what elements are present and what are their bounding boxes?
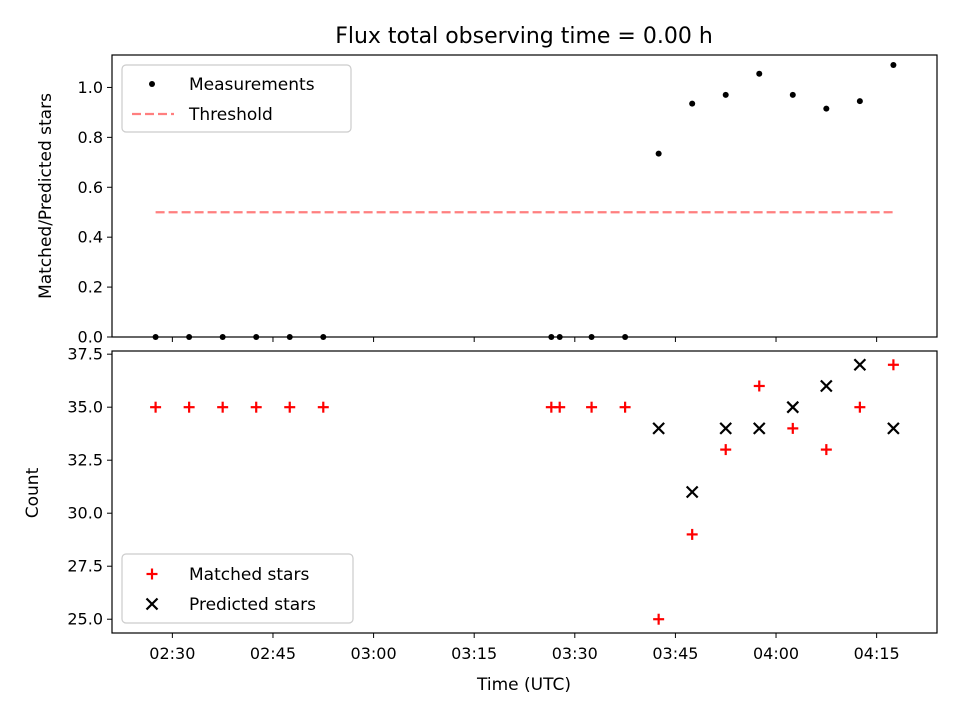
top-ytick-label: 1.0	[78, 78, 103, 97]
matched-star-point	[217, 401, 229, 413]
predicted-star-point	[752, 422, 766, 435]
legend-matched-marker	[146, 568, 158, 580]
matched-star-point	[720, 444, 732, 456]
measurement-point	[823, 105, 830, 112]
legend-measurements-marker	[149, 81, 155, 87]
measurement-point	[789, 91, 796, 98]
measurement-point	[856, 98, 863, 105]
predicted-star-point	[887, 422, 900, 435]
legend-matched-label: Matched stars	[189, 565, 309, 585]
matched-star-point	[787, 422, 799, 434]
predicted-star-point	[652, 422, 665, 435]
predicted-star-point	[685, 485, 699, 499]
bottom-xtick-label: 02:45	[250, 644, 296, 663]
matched-star-point	[183, 401, 195, 413]
measurement-point	[722, 91, 729, 98]
matched-star-point	[686, 528, 698, 540]
predicted-star-point	[853, 358, 867, 372]
matched-star-point	[653, 613, 665, 625]
bottom-xtick-label: 03:15	[451, 644, 497, 663]
measurement-point	[689, 100, 696, 107]
measurement-point	[655, 150, 662, 157]
chart-title: Flux total observing time = 0.00 h	[335, 24, 713, 49]
top-subplot: 0.0 0.2 0.4 0.6 0.8 1.0 Measurements Threshold	[78, 54, 938, 347]
top-ytick-label: 0.2	[78, 278, 103, 297]
top-legend-box	[121, 64, 352, 133]
bottom-xtick-label: 04:00	[753, 644, 799, 663]
top-ylabel: Matched/Predicted stars	[36, 93, 56, 299]
matched-star-point	[887, 359, 899, 371]
matched-star-point	[150, 401, 162, 413]
x-axis-label: Time (UTC)	[476, 675, 571, 695]
matched-star-point	[250, 401, 262, 413]
matched-star-point	[586, 401, 598, 413]
predicted-star-point	[786, 400, 800, 414]
legend-predicted-label: Predicted stars	[189, 595, 316, 615]
bottom-ytick-label: 30.0	[67, 504, 103, 523]
predicted-star-point	[719, 422, 732, 435]
bottom-ytick-label: 37.5	[67, 345, 103, 364]
bottom-xtick-label: 02:30	[149, 644, 195, 663]
top-axes-frame	[111, 54, 938, 338]
matched-star-point	[317, 401, 329, 413]
matched-star-point	[619, 401, 631, 413]
matched-star-point	[820, 444, 832, 456]
matched-star-point	[554, 401, 566, 413]
legend-measurements-label: Measurements	[189, 75, 315, 95]
top-ytick-label: 0.0	[78, 328, 103, 347]
bottom-ylabel: Count	[23, 467, 43, 518]
matched-star-point	[753, 380, 765, 392]
bottom-ytick-label: 27.5	[67, 557, 103, 576]
bottom-xtick-label: 03:00	[351, 644, 397, 663]
bottom-xtick-label: 03:30	[552, 644, 598, 663]
bottom-xtick-label: 03:45	[652, 644, 698, 663]
top-ytick-label: 0.4	[78, 228, 103, 247]
top-ytick-label: 0.6	[78, 178, 103, 197]
measurement-point	[890, 61, 897, 68]
bottom-subplot: 25.0 27.5 30.0 32.5 35.0 37.5 02:30 02:45 03:00 0…	[67, 345, 938, 663]
top-legend: Measurements Threshold	[121, 64, 352, 133]
bottom-legend-box	[121, 553, 354, 624]
bottom-legend: Matched stars Predicted stars	[121, 553, 354, 624]
legend-predicted-marker	[145, 597, 159, 611]
top-ytick-label: 0.8	[78, 128, 103, 147]
bottom-ytick-label: 25.0	[67, 610, 103, 629]
matched-star-point	[284, 401, 296, 413]
measurement-point	[756, 70, 763, 77]
bottom-xtick-label: 04:15	[854, 644, 900, 663]
legend-threshold-label: Threshold	[188, 105, 273, 125]
bottom-ytick-label: 32.5	[67, 451, 103, 470]
matched-star-point	[854, 401, 866, 413]
bottom-axes-frame	[111, 350, 938, 634]
bottom-ytick-label: 35.0	[67, 398, 103, 417]
predicted-star-point	[820, 379, 833, 393]
